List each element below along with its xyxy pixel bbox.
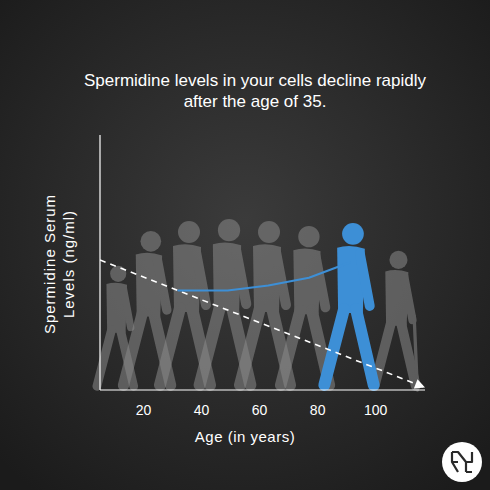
series-line [178, 263, 349, 291]
logo-circle [442, 442, 482, 482]
y-axis [99, 135, 100, 390]
figure-leg [281, 310, 300, 385]
figure-arm [123, 289, 130, 328]
figure-leg [160, 308, 180, 385]
figure-head [178, 221, 200, 243]
x-tick-label: 40 [194, 402, 210, 418]
figure [375, 251, 418, 390]
figure [324, 223, 373, 385]
figure-leg [97, 330, 112, 387]
figure-head [140, 231, 161, 252]
stage: 20 40 60 80 100 Spermidine levels in your cel… [0, 0, 490, 490]
figure-head [218, 219, 240, 241]
background [0, 0, 490, 490]
figure-leg [324, 309, 344, 385]
figure-head [110, 266, 126, 282]
logo [442, 442, 482, 482]
figure-head [298, 226, 319, 247]
x-tick-label: 20 [136, 402, 152, 418]
figures [97, 219, 418, 390]
series-line [100, 260, 425, 388]
figure-head [258, 221, 280, 243]
figure-arm [316, 256, 326, 307]
arrow-head [414, 379, 425, 388]
x-axis-label: Age (in years) [145, 428, 345, 445]
figure-leg [124, 313, 143, 385]
x-tick-label: 60 [252, 402, 268, 418]
figure-cane [414, 316, 417, 390]
figure-head [389, 251, 407, 269]
figure [281, 226, 330, 385]
figure-arm [360, 254, 370, 306]
x-tick-label: 100 [364, 402, 388, 418]
figure-arm [196, 252, 206, 305]
figure-head [342, 223, 364, 245]
figure-arm [404, 276, 412, 320]
y-axis-label: Spermidine Serum Levels (ng/ml) [40, 184, 78, 344]
logo-icon [452, 452, 472, 472]
figure-leg [240, 308, 260, 385]
figure-leg [200, 307, 220, 385]
figure-arm [276, 252, 286, 305]
figure-arm [236, 250, 246, 304]
x-axis [100, 389, 425, 390]
x-tick-label: 80 [310, 402, 326, 418]
figure-leg [356, 309, 374, 385]
plot-area [100, 260, 425, 388]
title: Spermidine levels in your cells decline … [78, 70, 432, 112]
